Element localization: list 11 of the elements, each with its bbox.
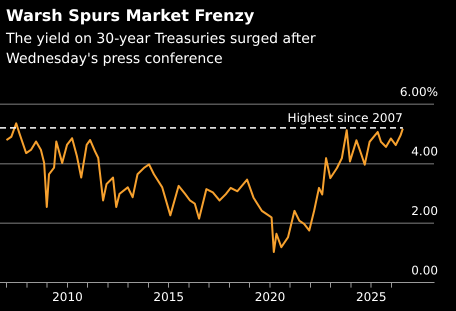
x-tick-label: 2015	[153, 290, 184, 304]
y-tick-label: 2.00	[411, 204, 438, 218]
x-tick-label: 2020	[254, 290, 286, 304]
y-tick-label: 6.00%	[400, 85, 438, 100]
x-tick-label: 2025	[356, 290, 386, 304]
chart-subtitle: The yield on 30-year Treasuries surged after Wednesday's press conference	[6, 30, 317, 69]
y-tick-label: 4.00	[411, 144, 438, 159]
chart-title: Warsh Spurs Market Frenzy	[6, 6, 254, 25]
ref-line-label: Highest since 2007	[288, 110, 403, 125]
x-tick-label: 2010	[52, 290, 83, 304]
y-tick-label: 0.00	[411, 264, 438, 278]
